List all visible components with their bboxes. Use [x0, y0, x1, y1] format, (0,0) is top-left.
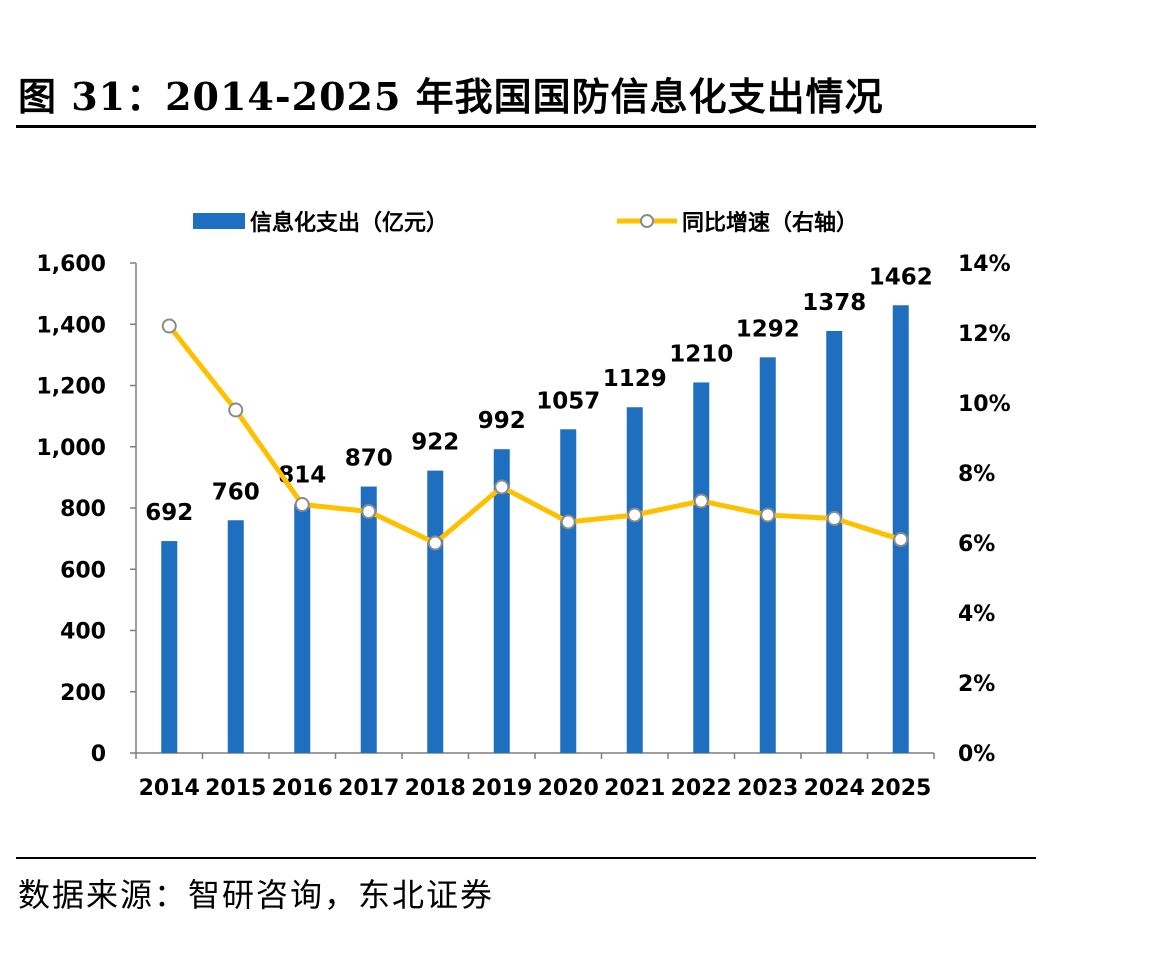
bar — [626, 407, 643, 753]
bar-data-label: 1210 — [669, 341, 733, 367]
y-left-tick-label: 0 — [91, 742, 106, 767]
bar — [759, 357, 776, 753]
growth-line-path — [167, 324, 902, 546]
y-right-tick-label: 12% — [958, 322, 1011, 347]
legend-bar-swatch — [193, 213, 245, 229]
y-left-tick-label: 600 — [60, 558, 106, 583]
bar — [227, 520, 244, 753]
bar-data-label: 870 — [345, 446, 393, 472]
growth-point — [760, 507, 776, 523]
bar — [826, 330, 843, 753]
bar — [294, 503, 311, 753]
bar-data-label: 1292 — [736, 316, 800, 342]
legend-line-label: 同比增速（右轴） — [682, 210, 858, 236]
figure-title: 图 31：2014-2025 年我国国防信息化支出情况 — [18, 74, 884, 119]
bar-data-label: 992 — [478, 408, 526, 434]
x-tick-label: 2024 — [804, 776, 865, 801]
growth-point — [494, 479, 510, 495]
bar — [493, 449, 510, 753]
y-right-tick-label: 10% — [958, 392, 1011, 417]
bar-data-label: 692 — [145, 500, 193, 526]
y-left-tick-label: 400 — [60, 620, 106, 645]
bar — [892, 305, 909, 753]
y-right-tick-label: 8% — [958, 462, 995, 487]
growth-point — [427, 535, 443, 551]
bar-labels: 6927608148709229921057112912101292137814… — [145, 264, 933, 526]
y-left-tick-label: 1,200 — [36, 375, 106, 400]
bar — [427, 470, 444, 753]
legend: 信息化支出（亿元） 同比增速（右轴） — [193, 210, 858, 236]
growth-point — [826, 511, 842, 526]
bar-data-label: 1378 — [802, 290, 866, 316]
x-tick-label: 2017 — [338, 776, 399, 801]
growth-point — [161, 318, 177, 334]
y-right-tick-label: 6% — [958, 532, 995, 557]
bar-data-label: 922 — [411, 430, 459, 456]
y-left-tick-label: 1,400 — [36, 313, 106, 338]
growth-point — [693, 493, 709, 509]
y-left-tick-label: 200 — [60, 681, 106, 706]
bar-data-label: 1129 — [603, 366, 667, 392]
x-tick-label: 2023 — [737, 776, 798, 801]
bar-data-label: 760 — [212, 479, 260, 505]
source-note: 数据来源：智研咨询，东北证券 — [18, 876, 495, 914]
x-tick-label: 2018 — [405, 776, 466, 801]
x-tick-label: 2021 — [604, 776, 665, 801]
y-right-tick-label: 0% — [958, 742, 995, 767]
source-divider — [16, 857, 1036, 859]
growth-point — [627, 507, 643, 523]
x-tick-label: 2019 — [471, 776, 532, 801]
y-right-tick-label: 14% — [958, 252, 1011, 277]
bar — [360, 486, 377, 753]
x-tick-label: 2015 — [205, 776, 266, 801]
x-tick-label: 2014 — [139, 776, 200, 801]
growth-point — [228, 402, 244, 418]
bar — [560, 429, 577, 753]
y-left-tick-label: 1,600 — [36, 252, 106, 277]
bars — [161, 305, 909, 753]
growth-point — [560, 514, 576, 530]
growth-point — [361, 504, 377, 519]
growth-line — [161, 318, 909, 551]
bar-data-label: 1462 — [869, 264, 933, 290]
x-tick-label: 2020 — [538, 776, 599, 801]
growth-point — [893, 532, 909, 547]
bar-data-label: 1057 — [536, 388, 600, 414]
bar — [693, 382, 710, 753]
y-right-tick-label: 4% — [958, 602, 995, 627]
x-tick-label: 2025 — [870, 776, 931, 801]
legend-bar-label: 信息化支出（亿元） — [250, 210, 448, 236]
growth-point — [294, 497, 310, 512]
y-left-tick-label: 1,000 — [36, 436, 106, 461]
y-left-tick-label: 800 — [60, 497, 106, 522]
x-tick-label: 2016 — [272, 776, 333, 801]
bar — [161, 541, 178, 753]
title-underline — [16, 125, 1036, 128]
legend-line-marker — [640, 214, 654, 228]
y-right-tick-label: 2% — [958, 672, 995, 697]
axes: 0 200 400 600 800 1,000 1,200 1,400 1,600 0% 2% 4% 6… — [36, 252, 1010, 801]
x-tick-label: 2022 — [671, 776, 732, 801]
